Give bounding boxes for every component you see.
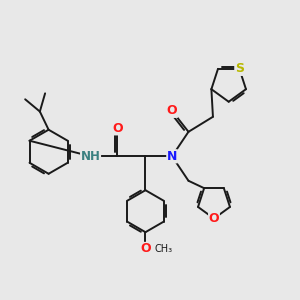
Text: O: O: [112, 122, 123, 135]
Text: N: N: [167, 150, 177, 163]
Text: O: O: [167, 104, 177, 117]
Text: S: S: [235, 62, 244, 75]
Text: NH: NH: [81, 150, 100, 163]
Text: O: O: [140, 242, 151, 256]
Text: O: O: [209, 212, 219, 225]
Text: CH₃: CH₃: [155, 244, 173, 254]
